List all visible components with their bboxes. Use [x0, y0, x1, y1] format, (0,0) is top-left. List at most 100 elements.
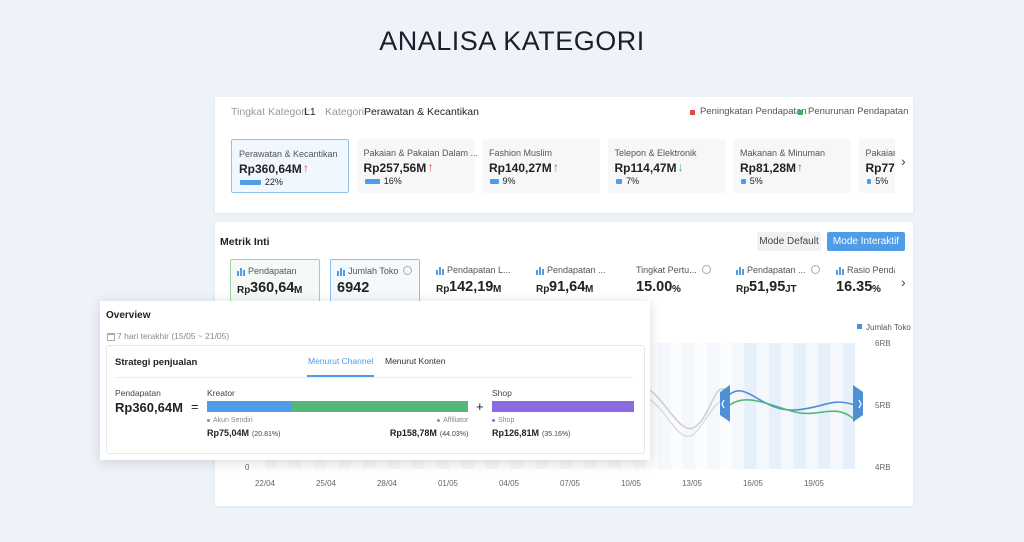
handle-arrow [721, 399, 862, 409]
metric-value: 142,19 [449, 279, 494, 295]
segment-name: Affiliator [443, 417, 469, 424]
metric-unit: M [585, 284, 594, 295]
share-bar [866, 179, 872, 184]
segment-name: Akun Sendiri [213, 417, 253, 424]
category-name: Makanan & Minuman [740, 148, 826, 158]
group-name: Shop [492, 388, 512, 398]
info-icon [702, 265, 711, 274]
metric-card[interactable]: Pendapatan ... Rp 91,64 M [530, 259, 620, 303]
legend-swatch [690, 110, 695, 115]
x-tick-label: 22/04 [255, 479, 276, 488]
overview-card: Overview 7 hari terakhir (15/05 ~ 21/05) S… [100, 301, 650, 460]
segment-value-row: Rp126,81M (35.16%) [492, 428, 570, 438]
share-segment [207, 401, 291, 412]
metric-name: Pendapatan ... [747, 265, 806, 275]
x-tick-label: 13/05 [682, 479, 703, 488]
metric-prefix: Rp [736, 284, 750, 295]
metric-card[interactable]: Tingkat Pertu... 15.00% [630, 259, 720, 303]
metric-prefix: Rp [237, 285, 251, 296]
operator: + [476, 399, 484, 414]
metric-prefix: Rp [436, 284, 450, 295]
metric-value: 15.00 [636, 279, 673, 295]
metric-unit: JT [785, 284, 797, 295]
metric-value: 51,95 [749, 279, 786, 295]
page-title: ANALISA KATEGORI [379, 26, 645, 56]
section-title: Strategi penjualan [115, 357, 198, 368]
category-name: Fashion Muslim [489, 148, 553, 158]
x-tick-label: 25/04 [316, 479, 337, 488]
strategy-box [106, 345, 645, 454]
metric-value: 91,64 [549, 279, 586, 295]
category-value: Rp81,28M [740, 161, 797, 175]
share-bar [364, 179, 380, 184]
metric-card[interactable]: Rasio Pendap... 16.35% [830, 259, 895, 303]
category-panel: Tingkat Kategori: L1 Kategori: Perawatan & … [215, 97, 913, 213]
segment-legend: Akun Sendiri [207, 417, 253, 424]
metric-unit: M [493, 284, 502, 295]
share-bar [615, 179, 623, 184]
trend-arrow: ↑ [427, 160, 434, 174]
category-card[interactable]: Pakaian & Pakaian Dalam ... Rp257,56M ↑ 16% [356, 139, 478, 193]
metric-name: Jumlah Toko [348, 266, 399, 276]
metric-name: Pendapatan ... [547, 265, 606, 275]
metric-name: Tingkat Pertu... [636, 265, 697, 275]
share-label: 16% [383, 176, 402, 186]
plot-stripe [670, 343, 683, 469]
tab[interactable]: Menurut Konten [385, 356, 446, 366]
tab-underline [307, 375, 374, 377]
segment-name: Shop [498, 417, 515, 424]
info-icon [403, 266, 412, 275]
plot-stripe [793, 343, 806, 469]
category-card[interactable]: Telepon & Elektronik Rp114,47M ↓ 7% [607, 139, 726, 193]
metric-name: Rasio Pendap... [847, 265, 895, 275]
divider [114, 377, 633, 378]
y2-tick-label: 5RB [875, 401, 891, 410]
metric-unit: % [672, 284, 681, 295]
category-name: Pakaian & Pakaian Dalam ... [363, 148, 479, 158]
segment-value: Rp75,04M [207, 428, 250, 438]
filter-label: Tingkat Kategori: [231, 106, 310, 118]
category-name: Pakaian [865, 148, 896, 158]
bar-icon [736, 267, 744, 275]
category-card[interactable]: Pakaian Rp77,05% [858, 139, 896, 193]
group-name: Kreator [207, 388, 235, 398]
share-label: 9% [502, 176, 516, 186]
range-handle[interactable] [720, 385, 730, 422]
legend-label: Penurunan Pendapatan [808, 106, 909, 117]
metric-row: Pendapatan Rp 360,64 M Jumlah Toko 6942 Pendap… [230, 259, 895, 304]
bar-icon [836, 267, 844, 275]
line [644, 396, 728, 438]
line [726, 399, 856, 421]
mode-button[interactable]: Mode Default [757, 232, 821, 251]
tab[interactable]: Menurut Channel [308, 356, 374, 366]
category-value: Rp114,47M [614, 161, 677, 175]
category-name: Telepon & Elektronik [614, 148, 697, 158]
category-card[interactable]: Makanan & Minuman Rp81,28M ↑ 5% [733, 139, 851, 193]
mode-button[interactable]: Mode Interaktif [827, 232, 905, 251]
trend-arrow: ↑ [303, 161, 309, 175]
legend-dot [437, 418, 441, 422]
metric-card[interactable]: Pendapatan Rp 360,64 M [230, 259, 320, 303]
segment-value: Rp158,78M [389, 428, 437, 438]
x-tick-label: 07/05 [560, 479, 581, 488]
chevron: › [901, 274, 906, 290]
card-title: Overview [106, 310, 151, 321]
metric-unit: M [294, 285, 303, 296]
metric-card[interactable]: Pendapatan ... Rp 51,95 JT [730, 259, 820, 303]
plot-stripe [818, 343, 831, 469]
x-tick-label: 16/05 [743, 479, 764, 488]
share-segment [290, 401, 469, 412]
legend-dot [492, 418, 495, 422]
trend-arrow: ↑ [553, 160, 559, 174]
bar-icon [436, 267, 444, 275]
category-card[interactable]: Perawatan & Kecantikan Rp360,64M ↑ 22% [231, 139, 349, 193]
segment-legend: Affiliator [437, 417, 468, 424]
range-handle[interactable] [853, 385, 863, 422]
metric-card[interactable]: Pendapatan L... Rp 142,19 M [430, 259, 520, 303]
share-bar [741, 179, 746, 184]
share-bar [240, 180, 261, 185]
category-card[interactable]: Fashion Muslim Rp140,27M ↑ 9% [482, 139, 600, 193]
plot-stripe [744, 343, 757, 469]
metric-card[interactable]: Jumlah Toko 6942 [330, 259, 420, 303]
